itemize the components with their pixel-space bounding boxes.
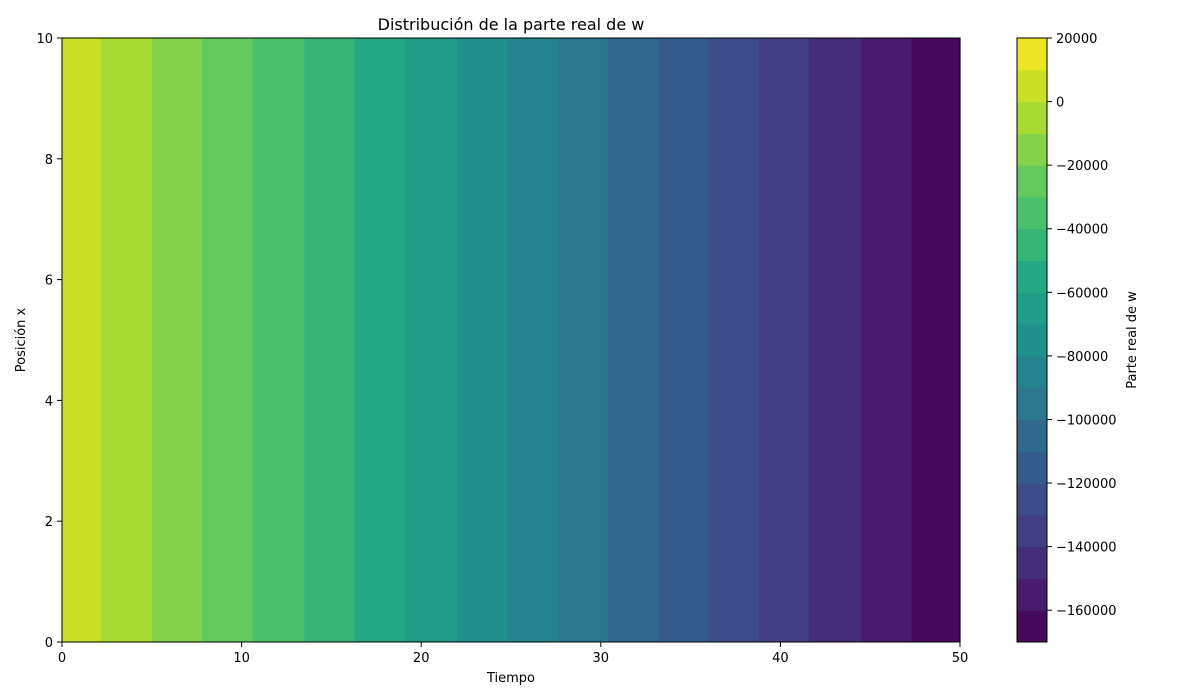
colorbar-level bbox=[1017, 610, 1047, 643]
colorbar-level bbox=[1017, 355, 1047, 389]
colorbar-ticks: 20000 0 −20000 −40000 −60000 −80000 −100000 −12… bbox=[1047, 32, 1117, 619]
y-tick-label: 8 bbox=[45, 153, 53, 168]
y-tick-label: 6 bbox=[45, 274, 53, 289]
colorbar-tick-label: −120000 bbox=[1056, 477, 1117, 492]
x-tick-label: 40 bbox=[772, 651, 789, 666]
plot-frame bbox=[61, 37, 961, 643]
contour-band bbox=[758, 38, 810, 642]
colorbar-tick-label: −140000 bbox=[1056, 541, 1117, 556]
contour-band bbox=[708, 38, 760, 642]
colorbar-tick-label: −160000 bbox=[1056, 604, 1117, 619]
contour-band bbox=[62, 38, 103, 642]
contour-band bbox=[861, 38, 913, 642]
colorbar-level bbox=[1017, 419, 1047, 452]
contour-band bbox=[354, 38, 406, 642]
y-tick-label: 0 bbox=[45, 636, 53, 651]
x-tick-label: 50 bbox=[952, 651, 969, 666]
colorbar-tick-label: 20000 bbox=[1056, 32, 1097, 47]
colorbar-tick-label: −20000 bbox=[1056, 159, 1108, 174]
y-axis-label: Posición x bbox=[14, 307, 29, 372]
colorbar-level bbox=[1017, 196, 1047, 230]
contour-band bbox=[658, 38, 710, 642]
y-tick-label: 2 bbox=[45, 515, 53, 530]
colorbar-tick-label: −60000 bbox=[1056, 286, 1108, 301]
contour-band bbox=[202, 38, 253, 642]
contour-band bbox=[507, 38, 559, 642]
colorbar-level bbox=[1017, 260, 1047, 293]
contour-band bbox=[457, 38, 509, 642]
colorbar-level bbox=[1017, 578, 1047, 611]
contour-band bbox=[304, 38, 356, 642]
contour-band bbox=[809, 38, 862, 642]
colorbar-tick-label: −40000 bbox=[1056, 223, 1108, 238]
colorbar-level bbox=[1017, 228, 1047, 262]
colorbar-level bbox=[1017, 483, 1047, 516]
contour-band bbox=[405, 38, 458, 642]
colorbar-level bbox=[1017, 451, 1047, 484]
y-axis: 0 2 4 6 8 10 bbox=[36, 32, 62, 651]
y-tick-label: 4 bbox=[45, 394, 53, 409]
colorbar-label: Parte real de w bbox=[1125, 291, 1140, 389]
colorbar-level bbox=[1017, 38, 1047, 71]
chart-title: Distribución de la parte real de w bbox=[378, 15, 645, 34]
colorbar-level bbox=[1017, 292, 1047, 325]
plot-area bbox=[62, 38, 961, 642]
contour-band bbox=[101, 38, 153, 642]
x-tick-label: 0 bbox=[58, 651, 66, 666]
colorbar-level bbox=[1017, 387, 1047, 420]
contour-band bbox=[252, 38, 306, 642]
colorbar-tick-label: −100000 bbox=[1056, 413, 1117, 428]
contour-band bbox=[911, 38, 961, 642]
x-axis: 0 10 20 30 40 50 bbox=[58, 642, 968, 666]
contour-band bbox=[607, 38, 659, 642]
colorbar-level bbox=[1017, 324, 1047, 357]
y-tick-label: 10 bbox=[36, 32, 53, 47]
colorbar bbox=[1017, 38, 1047, 643]
colorbar-frame bbox=[1016, 37, 1048, 643]
colorbar-tick-label: −80000 bbox=[1056, 350, 1108, 365]
x-tick-label: 20 bbox=[413, 651, 430, 666]
colorbar-level bbox=[1017, 101, 1047, 134]
contour-band bbox=[151, 38, 203, 642]
x-axis-label: Tiempo bbox=[486, 671, 535, 686]
colorbar-level bbox=[1017, 546, 1047, 579]
colorbar-level bbox=[1017, 133, 1047, 166]
colorbar-level bbox=[1017, 514, 1047, 548]
colorbar-level bbox=[1017, 165, 1047, 198]
x-tick-label: 10 bbox=[233, 651, 250, 666]
colorbar-tick-label: 0 bbox=[1056, 96, 1064, 111]
contour-band bbox=[557, 38, 609, 642]
x-tick-label: 30 bbox=[593, 651, 610, 666]
colorbar-level bbox=[1017, 69, 1047, 103]
